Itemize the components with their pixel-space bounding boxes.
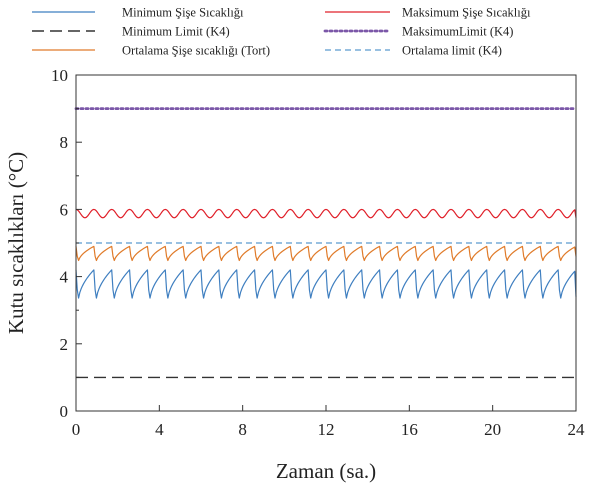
series-line-0: [75, 269, 577, 299]
x-tick-label: 8: [238, 420, 247, 439]
x-tick-label: 12: [318, 420, 335, 439]
x-tick-label: 24: [568, 420, 586, 439]
y-tick-label: 6: [60, 200, 69, 219]
y-tick-label: 4: [60, 268, 69, 287]
legend-label-4: Ortalama Şişe sıcaklığı (Tort): [122, 44, 270, 58]
x-tick-label: 16: [401, 420, 418, 439]
y-tick-label: 0: [60, 402, 69, 421]
legend: Minimum Şişe Sıcaklığı Maksimum Şişe Sıca…: [32, 6, 531, 58]
y-axis: 0 2 4 6 8 10: [51, 66, 82, 421]
legend-label-3: MaksimumLimit (K4): [402, 25, 513, 39]
series-layer: [74, 107, 578, 379]
x-axis-title: Zaman (sa.): [276, 459, 376, 483]
x-tick-label: 0: [72, 420, 81, 439]
legend-label-2: Minimum Limit (K4): [122, 25, 230, 39]
legend-label-5: Ortalama limit (K4): [402, 44, 502, 58]
x-tick-label: 4: [155, 420, 164, 439]
series-line-1: [75, 208, 577, 219]
y-tick-label: 10: [51, 66, 68, 85]
y-tick-label: 8: [60, 133, 69, 152]
y-tick-label: 2: [60, 335, 69, 354]
legend-label-0: Minimum Şişe Sıcaklığı: [122, 6, 244, 20]
series-line-4: [75, 245, 577, 262]
legend-label-1: Maksimum Şişe Sıcaklığı: [402, 6, 531, 20]
x-axis: 0 4 8 12 16 20 24: [72, 405, 585, 439]
x-tick-label: 20: [484, 420, 501, 439]
y-axis-title: Kutu sıcaklıkları (°C): [4, 152, 28, 334]
